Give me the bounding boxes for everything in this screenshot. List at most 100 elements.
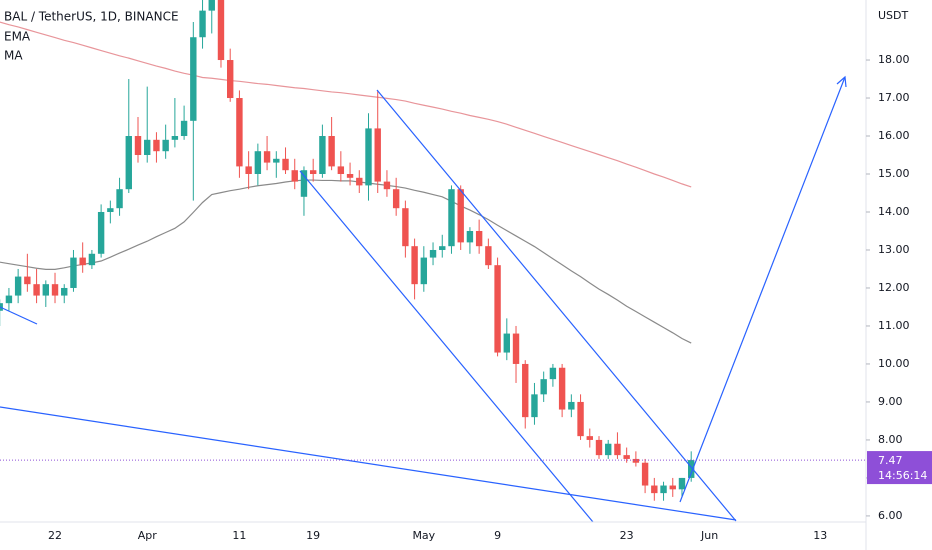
candle-body — [540, 379, 547, 395]
y-tick-label: 10.00 — [878, 357, 910, 370]
candle-body — [79, 257, 86, 266]
candle-body — [51, 284, 59, 296]
candle-body — [614, 443, 621, 456]
candle-body — [162, 139, 169, 152]
candle-body — [669, 485, 676, 490]
y-tick-label: 15.00 — [878, 167, 910, 180]
x-tick-label: May — [412, 529, 435, 542]
x-tick-label: Apr — [138, 529, 158, 542]
price-unit: USDT — [878, 9, 909, 22]
candle-body — [457, 189, 464, 243]
candle-body — [623, 455, 630, 459]
candle-body — [522, 363, 529, 418]
price-tag — [867, 451, 932, 485]
candle-body — [273, 158, 280, 163]
candle-body — [5, 295, 13, 304]
candle-body — [429, 249, 437, 258]
y-tick-label: 13.00 — [878, 243, 910, 256]
candle-body — [356, 177, 363, 186]
candle-body — [503, 333, 510, 353]
arrow-head — [836, 75, 847, 88]
channel-line — [376, 89, 737, 522]
candle-body — [24, 276, 31, 285]
candle-body — [568, 401, 575, 410]
candle-body — [678, 477, 686, 490]
candle-body — [282, 158, 289, 171]
candle-body — [448, 189, 455, 247]
candle-body — [319, 136, 326, 174]
candle-body — [512, 333, 520, 364]
legend-entry: EMA — [4, 30, 31, 44]
candle-body — [374, 128, 381, 182]
x-tick-label: 13 — [813, 529, 827, 542]
candle-body — [439, 246, 446, 250]
indicator-line — [0, 21, 692, 188]
candle-body — [144, 139, 151, 156]
candle-body — [660, 485, 667, 494]
candle-body — [217, 0, 225, 61]
x-tick-label: 19 — [306, 529, 320, 542]
candle-body — [651, 485, 658, 494]
y-tick-label: 16.00 — [878, 129, 910, 142]
indicator-line — [0, 179, 692, 344]
candle-body — [199, 10, 206, 38]
plot-area — [0, 0, 695, 501]
candle-body — [632, 458, 640, 463]
candle-body — [61, 287, 68, 296]
candle-body — [586, 436, 593, 440]
x-tick-label: 23 — [620, 529, 634, 542]
x-tick-label: 22 — [48, 529, 62, 542]
candle-body — [577, 401, 584, 437]
candle-body — [180, 120, 188, 137]
candle-body — [291, 170, 298, 182]
candle-body — [245, 166, 252, 174]
candle-body — [171, 136, 179, 140]
x-tick-label: Jun — [700, 529, 718, 542]
trend-line — [0, 306, 38, 325]
candle-body — [383, 181, 391, 190]
price-tag-value: 7.47 — [878, 454, 903, 467]
y-tick-label: 18.00 — [878, 53, 910, 66]
candle-body — [309, 170, 317, 174]
candle-body — [328, 136, 335, 167]
candle-body — [208, 0, 215, 11]
candle-body — [153, 139, 160, 152]
y-tick-label: 9.00 — [878, 395, 903, 408]
chart-title: BAL / TetherUS, 1D, BINANCE — [4, 10, 179, 24]
channel-line — [299, 170, 594, 522]
candle-body — [475, 230, 483, 247]
candle-body — [485, 246, 492, 266]
candle-body — [392, 189, 400, 209]
candle-body — [641, 462, 649, 486]
candle-body — [337, 166, 345, 174]
candle-body — [33, 284, 40, 296]
candle-body — [688, 460, 695, 478]
candle-body — [190, 37, 197, 121]
candle-body — [0, 303, 3, 311]
legend-entry: MA — [4, 49, 23, 63]
trend-line — [0, 406, 737, 521]
candle-body — [97, 211, 105, 254]
drawings — [0, 75, 847, 522]
candle-body — [227, 60, 234, 99]
candle-body — [549, 367, 557, 380]
candle-body — [263, 151, 271, 163]
candle-body — [365, 128, 372, 186]
candle-body — [14, 276, 22, 296]
candle-body — [88, 253, 96, 266]
x-tick-label: 9 — [494, 529, 501, 542]
candle-body — [420, 257, 428, 285]
candle-body — [134, 136, 142, 156]
y-tick-label: 11.00 — [878, 319, 910, 332]
candle-body — [466, 230, 474, 243]
candle-body — [125, 136, 132, 190]
candle-body — [254, 151, 262, 174]
candle-body — [70, 257, 77, 288]
projection-arrow — [679, 76, 846, 503]
candle-body — [116, 189, 123, 209]
candle-body — [558, 367, 566, 410]
candle-body — [236, 98, 243, 167]
candle-body — [531, 394, 538, 418]
